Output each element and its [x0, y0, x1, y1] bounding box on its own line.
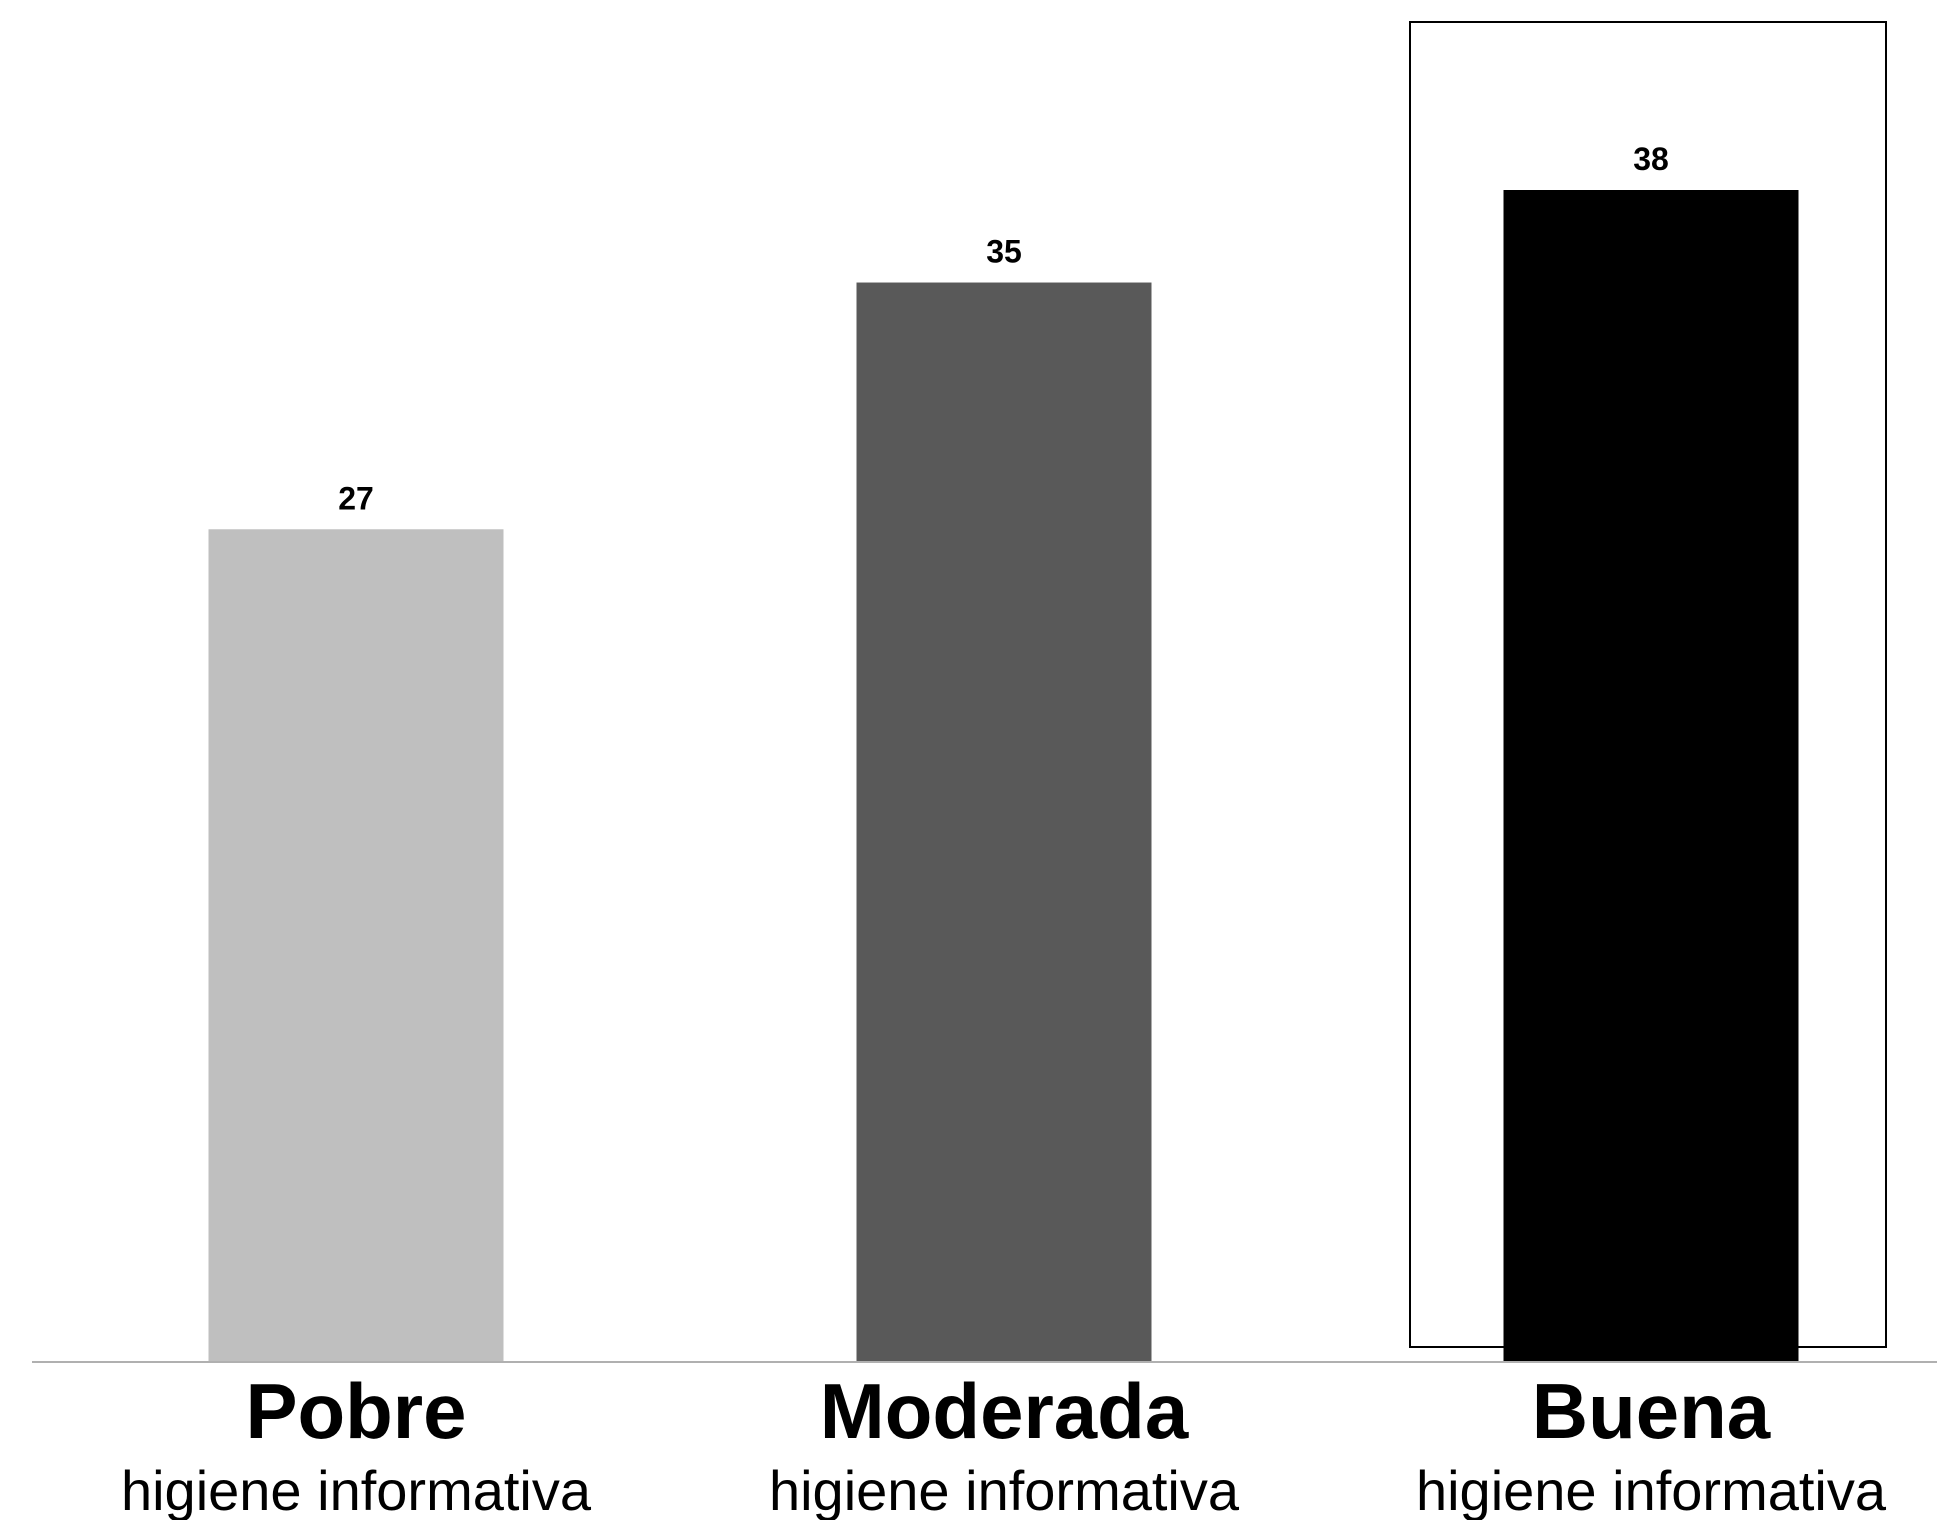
data-label-buena: 38 — [1633, 141, 1669, 177]
bar-moderada — [856, 282, 1152, 1362]
bars-group — [208, 190, 1799, 1362]
category-label-moderada: Moderada — [820, 1367, 1189, 1455]
category-label-buena: Buena — [1532, 1367, 1771, 1455]
data-label-pobre: 27 — [338, 480, 374, 516]
category-label-pobre: Pobre — [245, 1367, 466, 1455]
data-label-moderada: 35 — [986, 234, 1022, 270]
category-sublabel-moderada: higiene informativa — [769, 1459, 1240, 1520]
bar-pobre — [208, 529, 504, 1362]
bar-buena — [1503, 190, 1799, 1362]
category-sublabel-pobre: higiene informativa — [121, 1459, 592, 1520]
category-sublabel-buena: higiene informativa — [1416, 1459, 1887, 1520]
